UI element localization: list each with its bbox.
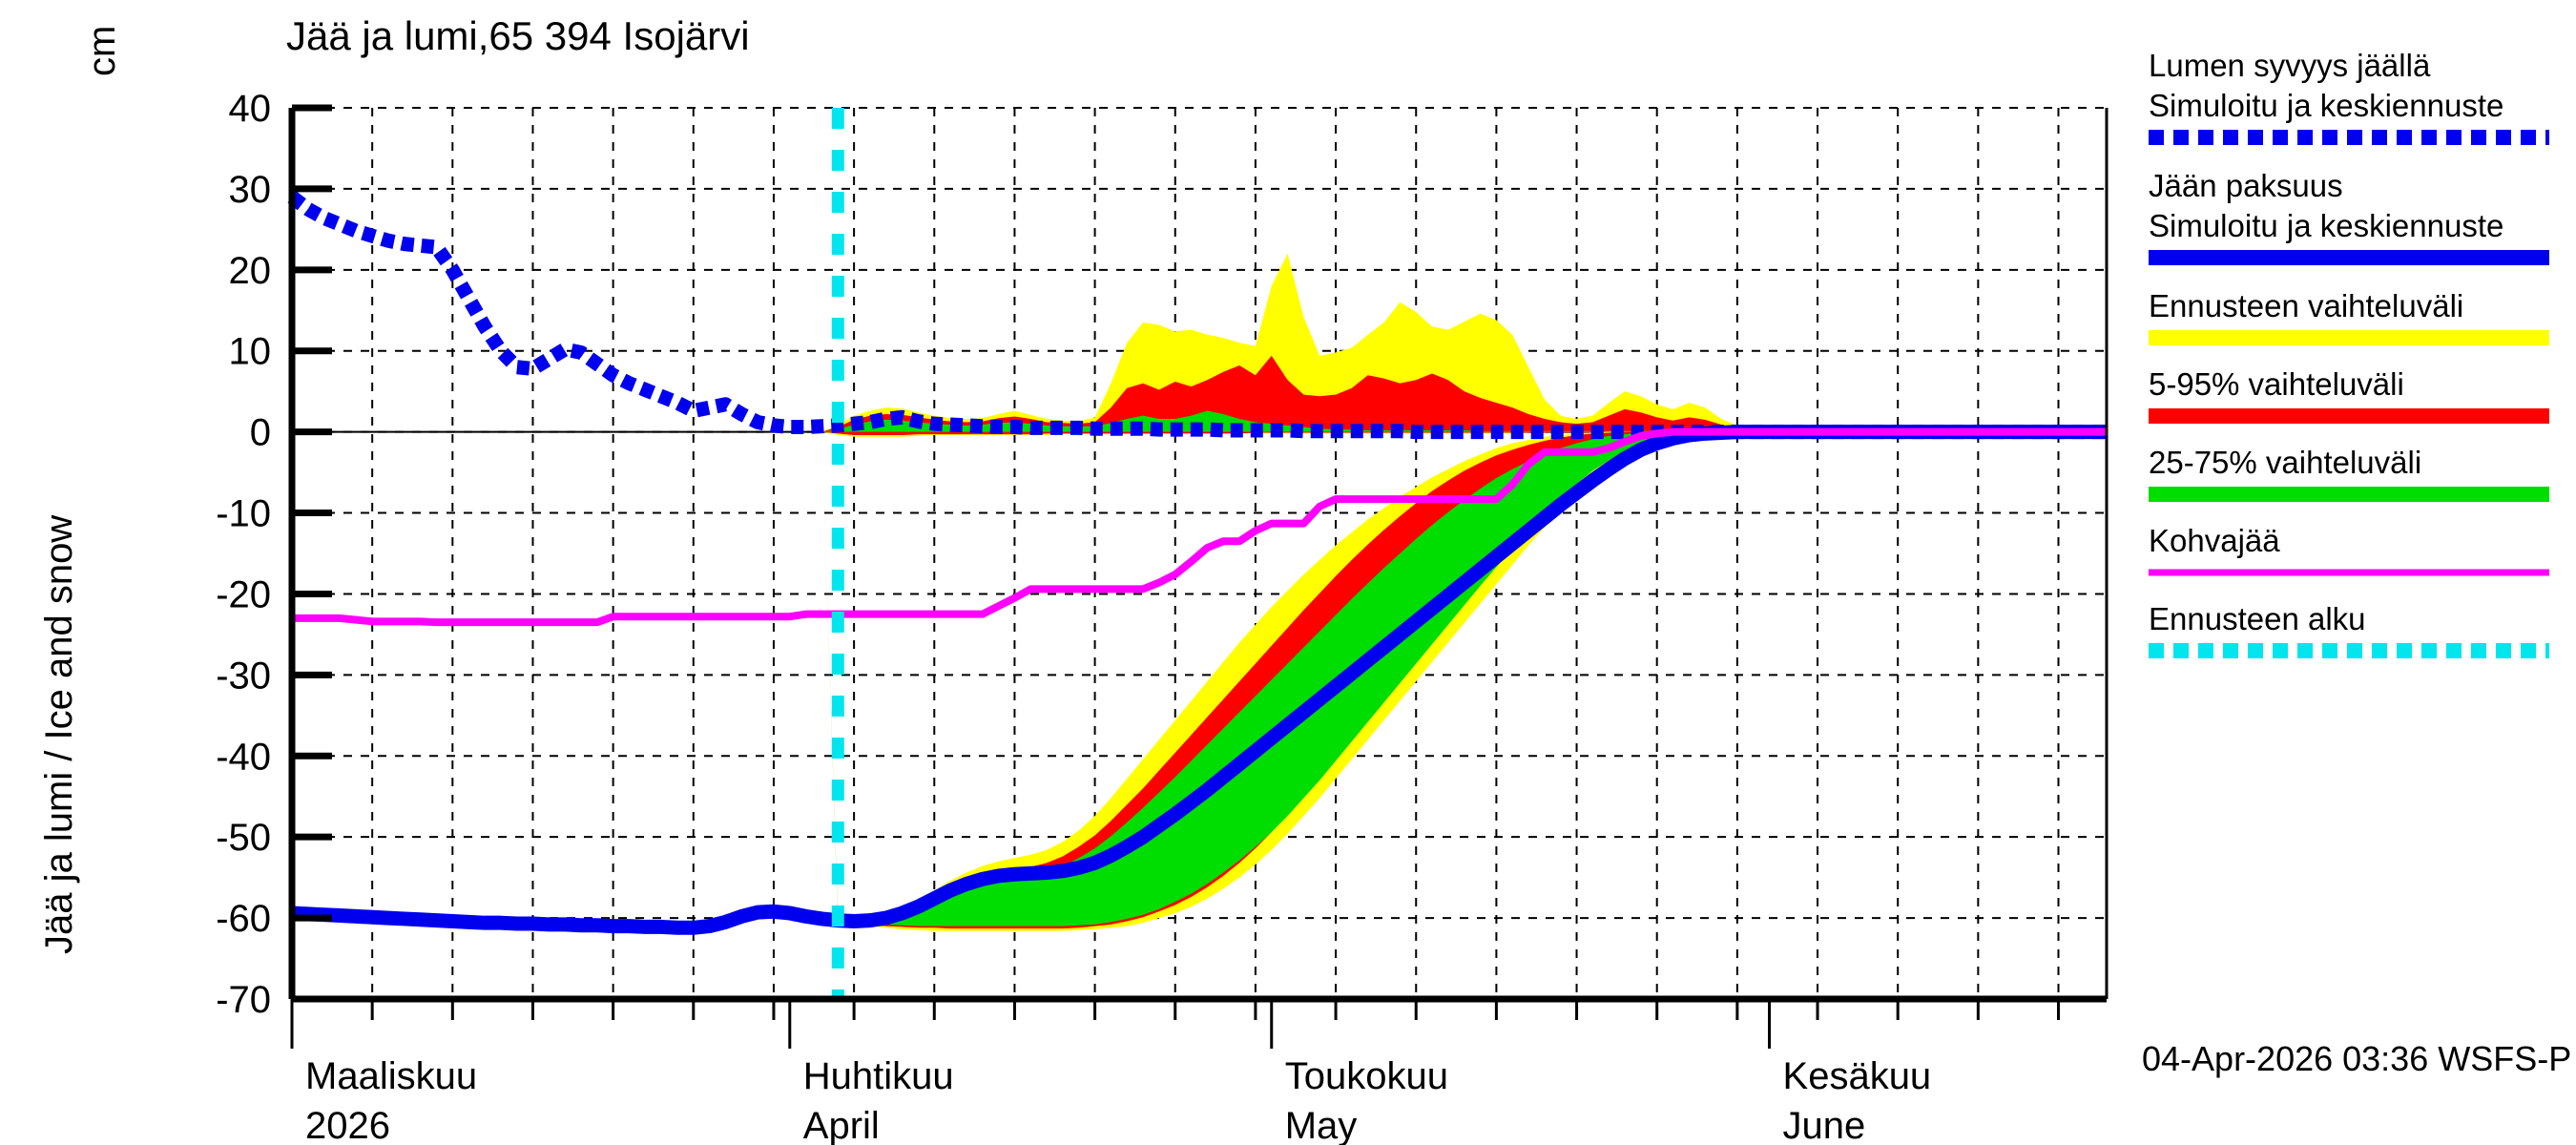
x-month-label-fi-1: Huhtikuu bbox=[803, 1055, 954, 1097]
y-tick-label: 20 bbox=[229, 250, 272, 292]
x-month-label-en-1: April bbox=[803, 1105, 880, 1145]
x-axis-ticks bbox=[290, 999, 2061, 1049]
y-axis-label: Jää ja lumi / Ice and snow bbox=[38, 515, 80, 954]
band-ice-p25_75 bbox=[292, 431, 2107, 926]
y-tick-label: -30 bbox=[216, 655, 271, 697]
footer-timestamp: 04-Apr-2026 03:36 WSFS-P bbox=[2142, 1039, 2571, 1078]
y-tick-label: -60 bbox=[216, 898, 271, 940]
legend-label-5: Kohvajää bbox=[2149, 523, 2280, 558]
legend-label-0: Lumen syvyys jäällä bbox=[2149, 48, 2431, 83]
series-line-0 bbox=[287, 191, 2107, 440]
x-month-label-fi-3: Kesäkuu bbox=[1783, 1055, 1932, 1097]
y-tick-label: 0 bbox=[250, 412, 271, 454]
y-tick-label: 10 bbox=[229, 331, 272, 373]
legend-label-3: 5-95% vaihteluväli bbox=[2149, 366, 2404, 402]
series-line-2 bbox=[292, 427, 2107, 627]
plot-frame bbox=[288, 108, 2109, 1003]
legend-label-4: 25-75% vaihteluväli bbox=[2149, 445, 2421, 480]
data-series bbox=[287, 191, 2107, 935]
y-axis-unit-label: cm bbox=[81, 26, 123, 76]
legend-label-1: Jään paksuus bbox=[2149, 168, 2343, 203]
band-snow-full_range bbox=[292, 253, 2107, 437]
x-month-label-en-2: May bbox=[1285, 1105, 1358, 1145]
x-axis-month-labels: Maaliskuu 2026 Huhtikuu April Toukokuu May Kes… bbox=[305, 1055, 1931, 1145]
x-month-label-fi-0: Maaliskuu bbox=[305, 1055, 477, 1097]
y-tick-label: -20 bbox=[216, 573, 271, 615]
y-axis-ticks: 40 30 20 10 0 -10 -20 -30 -40 -50 -60 -70 bbox=[216, 88, 332, 1021]
uncertainty-bands bbox=[292, 253, 2107, 931]
legend-label-2: Ennusteen vaihteluväli bbox=[2149, 288, 2463, 323]
y-tick-label: 30 bbox=[229, 169, 272, 211]
x-month-label-fi-2: Toukokuu bbox=[1285, 1055, 1448, 1097]
y-tick-label: 40 bbox=[229, 88, 272, 130]
band-snow-p25_75 bbox=[292, 410, 2107, 432]
y-tick-label: -50 bbox=[216, 817, 271, 859]
legend-label-6: Ennusteen alku bbox=[2149, 601, 2366, 636]
legend-sublabel-1: Simuloitu ja keskiennuste bbox=[2149, 208, 2503, 243]
x-month-label-en-3: June bbox=[1783, 1105, 1866, 1145]
page-title: Jää ja lumi,65 394 Isojärvi bbox=[286, 13, 750, 58]
y-tick-label: -10 bbox=[216, 493, 271, 535]
legend-sublabel-0: Simuloitu ja keskiennuste bbox=[2149, 88, 2503, 123]
legend: Lumen syvyys jäällä Simuloitu ja keskienn… bbox=[2149, 48, 2549, 658]
y-tick-label: -40 bbox=[216, 736, 271, 778]
x-month-label-en-0: 2026 bbox=[305, 1105, 390, 1145]
band-snow-p5_95 bbox=[292, 355, 2107, 436]
y-tick-label: -70 bbox=[216, 979, 271, 1021]
